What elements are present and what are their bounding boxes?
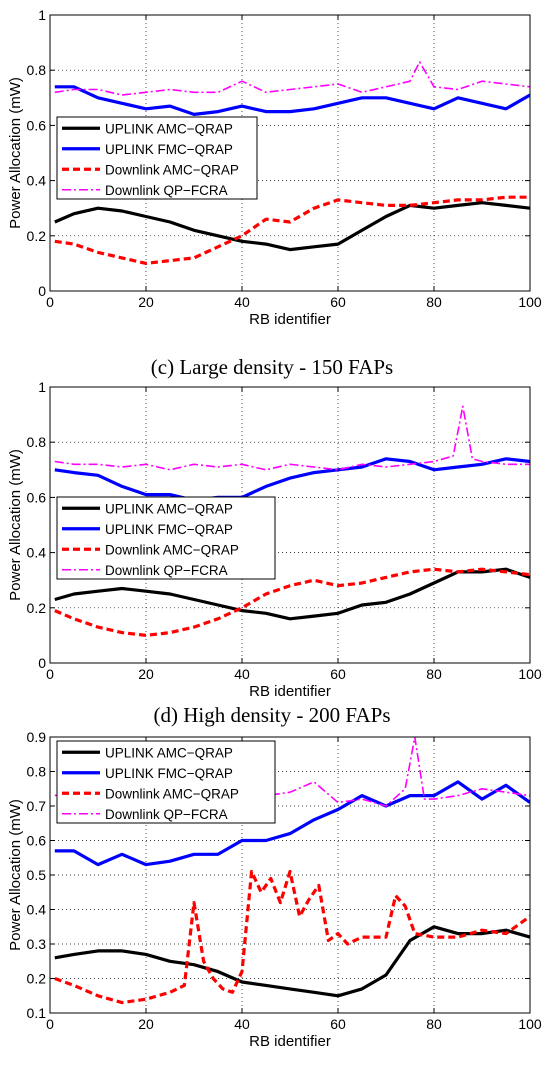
x-tick-label: 60 [330, 666, 346, 682]
chart-panel-middle: 0 20 40 60 80 100 0 0.2 0.4 0.6 0.8 1 RB identifier P… [7, 379, 542, 700]
y-tick-label: 0.3 [27, 936, 47, 952]
legend-label: UPLINK AMC−QRAP [105, 501, 233, 516]
legend-label: UPLINK FMC−QRAP [105, 766, 233, 781]
x-tick-label: 0 [46, 666, 54, 682]
caption-d: (d) High density - 200 FAPs [153, 703, 390, 727]
legend-label: Downlink QP−FCRA [105, 807, 228, 822]
legend: UPLINK AMC−QRAP UPLINK FMC−QRAP Downlink A… [57, 741, 275, 823]
y-tick-label: 0 [38, 655, 46, 671]
y-tick-label: 1 [38, 379, 46, 395]
y-tick-label: 0.5 [27, 867, 47, 883]
y-tick-label: 0.6 [27, 489, 47, 505]
y-tick-label: 0.4 [27, 902, 47, 918]
x-tick-label: 100 [518, 666, 542, 682]
legend-label: UPLINK FMC−QRAP [105, 522, 233, 537]
x-tick-label: 20 [138, 666, 154, 682]
y-axis-label: Power Allocation (mW) [7, 449, 24, 601]
y-tick-label: 0.8 [27, 764, 47, 780]
y-tick-label: 0.4 [27, 173, 47, 189]
legend-label: Downlink QP−FCRA [105, 183, 228, 198]
y-tick-label: 0.6 [27, 117, 47, 133]
legend-label: UPLINK AMC−QRAP [105, 745, 233, 760]
x-tick-label: 60 [330, 294, 346, 310]
y-tick-label: 0.6 [27, 833, 47, 849]
x-axis-label: RB identifier [249, 683, 331, 700]
x-tick-label: 100 [518, 294, 542, 310]
x-tick-label: 100 [518, 1016, 542, 1032]
legend-label: Downlink AMC−QRAP [105, 162, 239, 177]
y-tick-label: 0.8 [27, 434, 47, 450]
x-tick-label: 20 [138, 1016, 154, 1032]
y-axis-label: Power Allocation (mW) [7, 77, 24, 229]
legend-label: Downlink QP−FCRA [105, 563, 228, 578]
y-tick-label: 0.9 [27, 729, 47, 745]
y-tick-label: 0.2 [27, 228, 47, 244]
x-tick-label: 80 [426, 666, 442, 682]
x-tick-label: 40 [234, 666, 250, 682]
legend-label: UPLINK FMC−QRAP [105, 142, 233, 157]
x-tick-label: 60 [330, 1016, 346, 1032]
legend-label: UPLINK AMC−QRAP [105, 121, 233, 136]
x-tick-label: 20 [138, 294, 154, 310]
chart-panel-bottom: 0 20 40 60 80 100 0.1 0.2 0.3 0.4 0.5 0.6 0.7 0.8 0.9 R… [7, 729, 542, 1050]
legend: UPLINK AMC−QRAP UPLINK FMC−QRAP Downlink A… [57, 117, 257, 199]
y-tick-label: 0.1 [27, 1005, 47, 1021]
x-axis-label: RB identifier [249, 311, 331, 328]
legend-label: Downlink AMC−QRAP [105, 786, 239, 801]
x-tick-label: 80 [426, 1016, 442, 1032]
caption-c: (c) Large density - 150 FAPs [151, 355, 393, 379]
x-tick-label: 0 [46, 294, 54, 310]
x-tick-label: 0 [46, 1016, 54, 1032]
x-axis-label: RB identifier [249, 1033, 331, 1050]
y-tick-label: 0.7 [27, 798, 47, 814]
x-tick-label: 80 [426, 294, 442, 310]
y-tick-label: 0.4 [27, 545, 47, 561]
y-tick-label: 1 [38, 7, 46, 23]
legend-label: Downlink AMC−QRAP [105, 542, 239, 557]
y-axis-label: Power Allocation (mW) [7, 799, 24, 951]
chart-panel-top: 0 20 40 60 80 100 0 0.2 0.4 0.6 0.8 1 RB identifier P… [7, 7, 542, 328]
y-tick-label: 0 [38, 283, 46, 299]
x-tick-label: 40 [234, 1016, 250, 1032]
y-tick-label: 0.2 [27, 600, 47, 616]
x-tick-label: 40 [234, 294, 250, 310]
legend: UPLINK AMC−QRAP UPLINK FMC−QRAP Downlink A… [57, 497, 275, 579]
y-tick-label: 0.2 [27, 971, 47, 987]
y-tick-label: 0.8 [27, 62, 47, 78]
